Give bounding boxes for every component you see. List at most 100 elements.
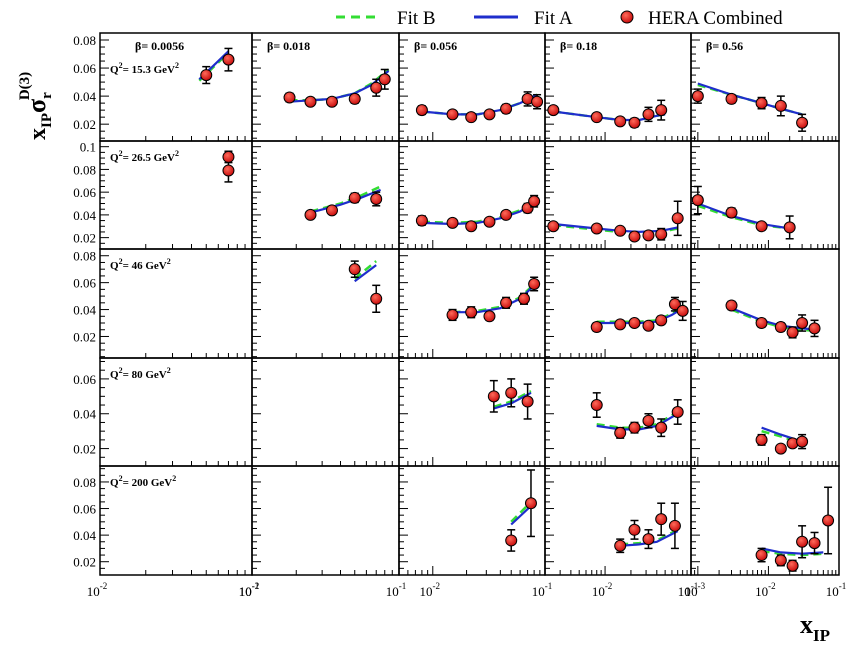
data-point: [725, 299, 738, 312]
panel-grid: 0.02 0.04 0.06 0.08 Q2= 15.3 GeV2 0.02 0.04 0.0…: [73, 32, 846, 599]
y-tick-label: 0.06: [73, 276, 96, 291]
data-point: [465, 111, 478, 124]
y-tick-label: 0.04: [73, 528, 96, 543]
data-point: [500, 208, 513, 221]
data-point: [786, 326, 799, 339]
panel-frame-r3-c3: [544, 357, 692, 467]
y-tick-label: 0.02: [73, 231, 96, 246]
data-point: [370, 292, 383, 305]
y-tick-label: 0.04: [73, 407, 96, 422]
data-point: [590, 399, 603, 412]
data-panel-r1-c3: [547, 200, 684, 243]
data-point: [528, 277, 541, 290]
data-panel-r0-c0: [198, 47, 235, 85]
fit-a-curve: [697, 82, 803, 116]
y-tick-label: 0.02: [73, 117, 96, 132]
y-tick-label: 0.04: [73, 89, 96, 104]
data-point: [774, 442, 787, 455]
data-panel-r2-c4: [725, 299, 821, 339]
data-panel-r4-c4: [755, 486, 835, 572]
data-point: [222, 53, 235, 66]
panel-frame-r4-c3: [544, 465, 692, 576]
data-point: [614, 224, 627, 237]
data-point: [370, 81, 383, 94]
beta-label-col-4: β= 0.56: [706, 39, 743, 53]
data-point: [628, 421, 641, 434]
fit-b-curve: [761, 429, 803, 445]
data-point: [528, 195, 541, 208]
data-point: [483, 310, 496, 323]
data-point: [446, 308, 459, 321]
data-point: [500, 296, 513, 309]
x-axis-title: xIP: [800, 610, 830, 645]
q2-label-row-4: Q2= 200 GeV2: [110, 474, 176, 489]
data-panel-r1-c4: [691, 185, 796, 240]
data-point: [222, 164, 235, 177]
fit-b-curve: [353, 260, 377, 280]
data-point: [642, 108, 655, 121]
beta-label-col-0: β= 0.0056: [135, 39, 184, 53]
y-tick-label: 0.06: [73, 502, 96, 517]
data-point: [796, 435, 809, 448]
y-tick-label: 0.06: [73, 372, 96, 387]
data-point: [370, 192, 383, 205]
data-point: [614, 115, 627, 128]
data-point: [200, 69, 213, 82]
data-point: [222, 150, 235, 163]
data-panel-r0-c1: [283, 68, 391, 108]
y-tick-label: 0.08: [73, 33, 96, 48]
legend-data-label: HERA Combined: [648, 8, 783, 29]
data-point: [590, 222, 603, 235]
data-point: [487, 390, 500, 403]
data-point: [465, 220, 478, 233]
y-tick-label: 0.04: [73, 208, 96, 223]
fit-b-curve: [421, 93, 538, 116]
x-tick-label: 10-2: [592, 581, 613, 599]
data-point: [348, 92, 361, 105]
data-point: [725, 92, 738, 105]
data-point: [655, 104, 668, 117]
data-point: [671, 406, 684, 418]
y-tick-label: 0.06: [73, 61, 96, 76]
beta-label-col-1: β= 0.018: [267, 39, 310, 53]
q2-label-row-1: Q2= 26.5 GeV2: [110, 149, 179, 164]
data-panel-r0-c4: [691, 82, 809, 132]
panel-frame-r1-c4: [690, 140, 840, 250]
data-point: [676, 304, 689, 317]
data-point: [524, 497, 537, 510]
data-point: [505, 534, 518, 547]
legend-data-marker: [620, 10, 634, 24]
data-point: [783, 221, 796, 234]
data-point: [655, 513, 668, 526]
y-tick-label: 0.02: [73, 442, 96, 457]
x-tick-label: 10-2: [239, 581, 260, 599]
x-tick-label: 10-1: [678, 581, 699, 599]
data-point: [725, 206, 738, 219]
data-point: [774, 99, 787, 112]
data-point: [547, 220, 560, 233]
data-point: [304, 95, 317, 108]
data-point: [500, 102, 513, 115]
data-point: [755, 317, 768, 330]
fit-a-curve: [354, 264, 377, 283]
data-point: [483, 108, 496, 121]
y-tick-label: 0.08: [73, 162, 96, 177]
y-axis-title: xIPσrD(3): [17, 72, 55, 140]
data-point: [774, 321, 787, 334]
y-tick-label: 0.08: [73, 475, 96, 490]
data-point: [774, 554, 787, 567]
data-point: [655, 421, 668, 434]
data-point: [283, 91, 296, 104]
data-point: [325, 204, 338, 217]
y-tick-label: 0.02: [73, 329, 96, 344]
q2-label-row-3: Q2= 80 GeV2: [110, 366, 171, 381]
panel-frame-r2-c4: [690, 248, 840, 359]
data-point: [348, 263, 361, 276]
data-panel-r1-c0: [222, 150, 235, 183]
data-point: [655, 228, 668, 241]
data-panel-r2-c3: [590, 296, 689, 334]
panel-frame-r4-c1: [251, 465, 400, 576]
data-point: [348, 191, 361, 204]
legend: Fit B Fit A HERA Combined: [336, 8, 783, 29]
data-point: [378, 73, 391, 86]
